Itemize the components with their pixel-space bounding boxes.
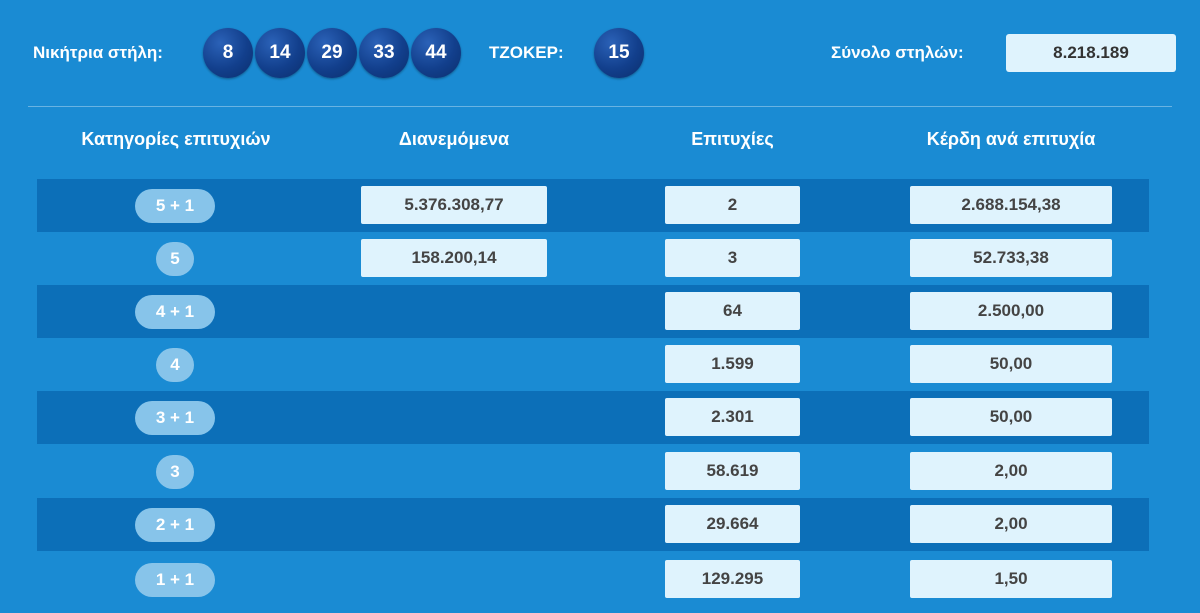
winners-count: 129.295 [665,560,800,598]
divider [28,106,1172,107]
table-row: 1 + 1 129.295 1,50 [37,553,1149,606]
table-row: 5 158.200,14 3 52.733,38 [37,232,1149,285]
total-columns-value: 8.218.189 [1006,34,1176,72]
column-header-distributed: Διανεμόμενα [398,129,510,149]
winners-count: 2 [665,186,800,224]
column-header-winners: Επιτυχίες [691,129,774,149]
table-row: 3 + 1 2.301 50,00 [37,391,1149,444]
number-ball: 14 [255,28,305,78]
winners-count: 58.619 [665,452,800,490]
category-badge: 2 + 1 [135,508,215,542]
prize-per-winner: 2,00 [910,505,1112,543]
winning-column-label: Νικήτρια στήλη: [33,43,163,62]
prize-per-winner: 50,00 [910,345,1112,383]
number-ball: 33 [359,28,409,78]
joker-ball: 15 [594,28,644,78]
table-row: 5 + 1 5.376.308,77 2 2.688.154,38 [37,179,1149,232]
number-ball: 44 [411,28,461,78]
number-ball: 8 [203,28,253,78]
winners-count: 1.599 [665,345,800,383]
table-row: 2 + 1 29.664 2,00 [37,498,1149,551]
winners-count: 2.301 [665,398,800,436]
winning-numbers: 8 14 29 33 44 [203,28,461,78]
joker-label: ΤΖΟΚΕΡ: [489,43,564,62]
winners-count: 64 [665,292,800,330]
distributed-amount: 158.200,14 [361,239,547,277]
category-badge: 3 [156,455,194,489]
number-ball: 29 [307,28,357,78]
winners-count: 3 [665,239,800,277]
prize-per-winner: 2.500,00 [910,292,1112,330]
table-row: 3 58.619 2,00 [37,445,1149,498]
prize-per-winner: 2,00 [910,452,1112,490]
category-badge: 5 [156,242,194,276]
column-header-categories: Κατηγορίες επιτυχιών [81,129,271,149]
prize-per-winner: 50,00 [910,398,1112,436]
draw-results-header: Νικήτρια στήλη: 8 14 29 33 44 ΤΖΟΚΕΡ: 15… [0,0,1200,106]
winners-count: 29.664 [665,505,800,543]
table-row: 4 + 1 64 2.500,00 [37,285,1149,338]
total-columns-label: Σύνολο στηλών: [831,43,964,62]
column-header-prize: Κέρδη ανά επιτυχία [926,129,1096,149]
table-row: 4 1.599 50,00 [37,338,1149,391]
category-badge: 4 [156,348,194,382]
prize-per-winner: 52.733,38 [910,239,1112,277]
distributed-amount: 5.376.308,77 [361,186,547,224]
prize-per-winner: 1,50 [910,560,1112,598]
category-badge: 3 + 1 [135,401,215,435]
category-badge: 5 + 1 [135,189,215,223]
category-badge: 4 + 1 [135,295,215,329]
prize-per-winner: 2.688.154,38 [910,186,1112,224]
category-badge: 1 + 1 [135,563,215,597]
